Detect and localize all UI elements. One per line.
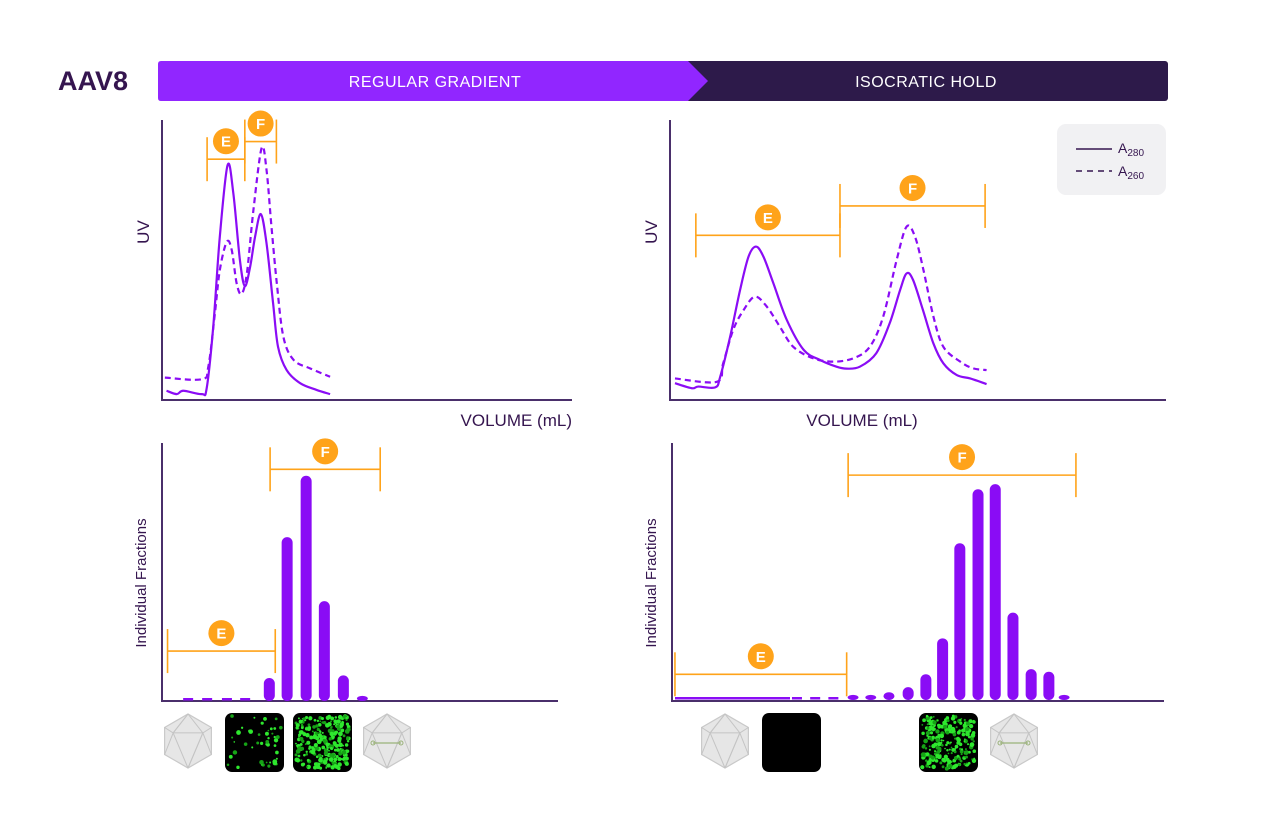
fraction-bar [954,543,966,700]
axis-lines [671,443,1164,702]
fraction-bar [281,537,293,701]
dense-fluorescence-image [919,713,978,772]
fraction-bar [902,687,914,700]
y-axis-label: Individual Fractions [643,518,660,647]
trace-fraction-line [675,697,790,700]
axis-lines [669,120,1166,401]
fraction-bar [263,677,275,701]
trace-fraction-mark [221,698,232,701]
trace-fraction-mark [828,697,839,700]
trace-a260-dashed [674,224,987,384]
full-capsid-icon [363,713,411,769]
y-axis-label: UV [642,220,661,244]
bracket-e: E [695,204,841,258]
badge-label: F [957,450,966,467]
badge-f [949,444,976,471]
trace-a280-solid [674,245,987,390]
fraction-bar [937,638,949,700]
phase-header: REGULAR GRADIENT ISOCRATIC HOLD [158,61,1168,101]
fraction-bar [1043,671,1055,700]
bracket-f: F [839,174,986,228]
empty-capsid-icon [164,713,212,769]
fractions-chart-right: Individual Fractions E F [643,443,1164,702]
y-axis-label: Individual Fractions [133,518,150,647]
legend-box [1057,124,1166,195]
fraction-bar [883,692,895,700]
fraction-images [164,713,1038,772]
fraction-bar [337,675,349,701]
legend-a260: A260 [1118,163,1144,182]
x-axis-label: VOLUME (mL) [806,411,917,430]
bracket-e: E [166,620,277,674]
bracket-f: F [847,444,1077,498]
fraction-bar [920,674,932,700]
full-capsid-icon [990,713,1038,769]
legend: A280 A260 [1057,124,1166,195]
trace-fraction-mark [183,698,194,701]
badge-f [899,174,926,201]
regular-gradient-label: REGULAR GRADIENT [349,74,521,91]
badge-e [208,620,235,647]
badge-label: F [908,180,917,197]
fraction-bar [1058,694,1070,700]
regular-gradient-bar [158,61,708,101]
badge-label: F [321,444,330,461]
badge-label: F [256,116,265,133]
badge-e [754,204,781,231]
fraction-bar [1007,612,1019,700]
trace-a260-dashed [164,145,331,381]
badge-f [247,110,274,137]
x-axis-label: VOLUME (mL) [461,411,572,430]
uv-chart-left: UV VOLUME (mL) E F [134,110,572,430]
legend-a280: A280 [1118,140,1144,159]
badge-label: E [756,649,766,666]
sparse-fluorescence-image [225,713,284,772]
isocratic-hold-bar [680,61,1168,101]
dark-fluorescence-image [762,713,821,772]
empty-capsid-icon [701,713,749,769]
axis-lines [161,120,572,401]
bracket-f: F [244,110,278,164]
y-axis-label: UV [134,220,153,244]
fraction-bar [1025,669,1037,700]
trace-fraction-mark [202,698,213,701]
axis-lines [161,443,558,702]
trace-fraction-mark [791,697,802,700]
badge-e [212,128,239,155]
badge-e [747,643,774,670]
bracket-e: E [674,643,848,697]
fraction-bar [865,694,877,700]
badge-f [312,438,339,465]
trace-a280-solid [166,162,331,397]
bracket-f: F [269,438,381,492]
fraction-bar [300,475,312,701]
fraction-bar [318,601,330,701]
uv-chart-right: UV VOLUME (mL) E F A280 A260 [642,120,1166,430]
fraction-bar [989,484,1001,700]
dense-fluorescence-image [293,713,352,772]
trace-fraction-mark [240,698,251,701]
badge-label: E [216,626,226,643]
figure-title: AAV8 [58,66,128,96]
fractions-chart-left: Individual Fractions E F [133,438,558,702]
badge-label: E [763,210,773,227]
fraction-bar [356,695,368,701]
fraction-bar [972,489,984,700]
fraction-bar [847,694,859,700]
isocratic-hold-label: ISOCRATIC HOLD [855,74,997,91]
trace-fraction-mark [810,697,821,700]
badge-label: E [221,134,231,151]
